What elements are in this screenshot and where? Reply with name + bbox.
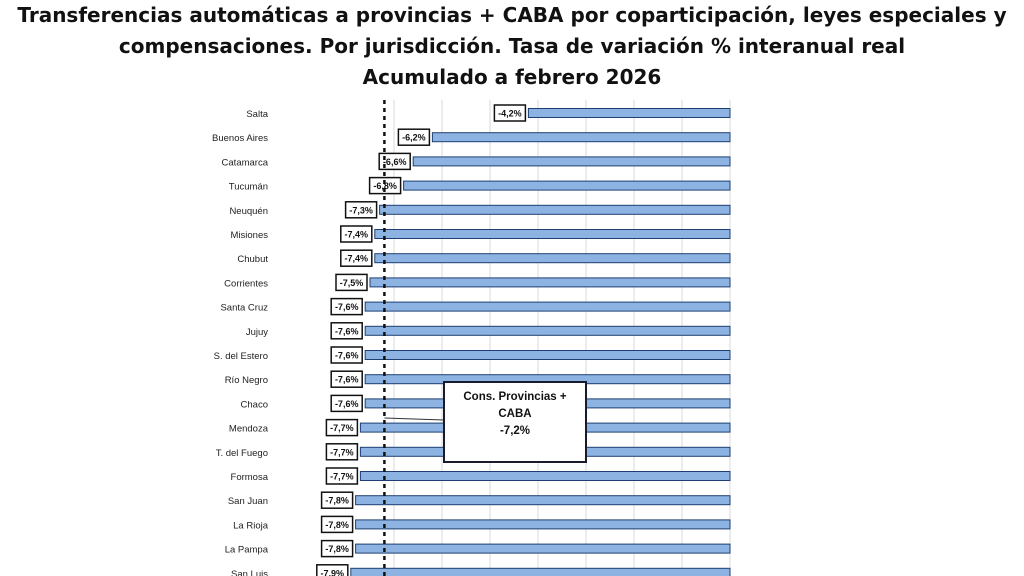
- bar: [355, 543, 731, 554]
- bar: [527, 108, 731, 118]
- bar: [359, 471, 731, 481]
- data-label: -7,6%: [335, 326, 359, 336]
- bar: [403, 180, 731, 191]
- data-label-box: [325, 418, 359, 437]
- category-label: Santa Cruz: [220, 303, 268, 314]
- data-label-box: [330, 297, 363, 316]
- callout-leader: [384, 417, 445, 421]
- data-label-box: [325, 467, 359, 485]
- chart-title-line-1: Transferencias automáticas a provincias …: [17, 3, 1007, 27]
- bar: [350, 567, 731, 576]
- category-label: T. del Fuego: [216, 448, 268, 459]
- data-label-box: [397, 128, 431, 146]
- data-label: -7,8%: [325, 520, 349, 530]
- category-label: S. del Estero: [214, 351, 268, 362]
- category-label: Misiones: [231, 230, 269, 241]
- bar: [364, 301, 731, 312]
- data-label: -7,3%: [349, 205, 373, 215]
- data-label-box: [340, 225, 373, 243]
- data-label-box: [340, 249, 373, 267]
- bar: [431, 132, 731, 143]
- bar: [412, 156, 731, 167]
- data-label: -7,5%: [340, 278, 364, 288]
- data-label: -7,8%: [325, 544, 349, 554]
- category-label: Jujuy: [246, 327, 268, 338]
- bar: [374, 229, 731, 239]
- data-label-box: [330, 370, 363, 388]
- reference-callout-label: CABA: [498, 408, 531, 420]
- data-label: -7,6%: [335, 351, 359, 361]
- category-label: Chaco: [241, 399, 268, 410]
- data-label-box: [320, 515, 354, 534]
- data-label: -7,6%: [335, 302, 359, 312]
- bar: [369, 277, 731, 288]
- bar: [379, 204, 731, 215]
- category-label: Catamarca: [222, 157, 269, 168]
- data-label-box: [335, 273, 368, 292]
- reference-callout-box: [443, 381, 587, 463]
- data-label: -6,8%: [373, 181, 397, 191]
- category-label: Corrientes: [224, 278, 268, 289]
- data-label: -7,7%: [330, 447, 354, 457]
- category-label: Chubut: [237, 254, 268, 265]
- bar: [355, 519, 731, 530]
- data-label-box: [344, 201, 378, 219]
- category-label: Tucumán: [229, 182, 268, 193]
- data-label-box: [316, 564, 349, 576]
- category-label: La Pampa: [225, 545, 269, 556]
- data-label: -7,4%: [345, 230, 369, 240]
- data-label: -7,7%: [330, 423, 354, 433]
- reference-callout-label: Cons. Provincias +: [463, 391, 567, 403]
- data-label: -6,6%: [383, 157, 407, 167]
- data-label-box: [320, 539, 354, 558]
- chart-title-line-2: compensaciones. Por jurisdicción. Tasa d…: [118, 34, 906, 58]
- chart-title-line-3: Acumulado a febrero 2026: [362, 65, 662, 89]
- data-label-box: [330, 346, 363, 364]
- data-label: -4,2%: [498, 109, 522, 119]
- category-label: Formosa: [231, 472, 269, 483]
- data-label: -7,6%: [335, 375, 359, 385]
- category-label: San Juan: [228, 496, 268, 507]
- category-label: San Luis: [231, 569, 268, 576]
- bar: [364, 325, 731, 336]
- category-label: Buenos Aires: [212, 133, 268, 144]
- data-label-box: [330, 322, 363, 340]
- category-label: Mendoza: [229, 424, 269, 435]
- data-label-box: [493, 104, 527, 122]
- data-label: -7,9%: [321, 568, 345, 576]
- reference-callout-label: -7,2%: [500, 425, 530, 437]
- data-label: -6,2%: [402, 133, 426, 143]
- data-label-box: [368, 176, 402, 195]
- category-label: Neuquén: [229, 206, 268, 217]
- data-label-box: [378, 152, 411, 171]
- category-label: Salta: [246, 109, 268, 120]
- data-label-box: [330, 394, 363, 413]
- bar: [364, 350, 731, 360]
- bar: [374, 253, 731, 264]
- data-label: -7,6%: [335, 399, 359, 409]
- data-label: -7,7%: [330, 472, 354, 482]
- data-label: -7,4%: [345, 254, 369, 264]
- bar: [355, 495, 731, 506]
- category-label: La Rioja: [233, 520, 269, 531]
- data-label-box: [320, 491, 354, 509]
- category-label: Río Negro: [225, 375, 268, 386]
- data-label-box: [325, 443, 359, 461]
- data-label: -7,8%: [325, 496, 349, 506]
